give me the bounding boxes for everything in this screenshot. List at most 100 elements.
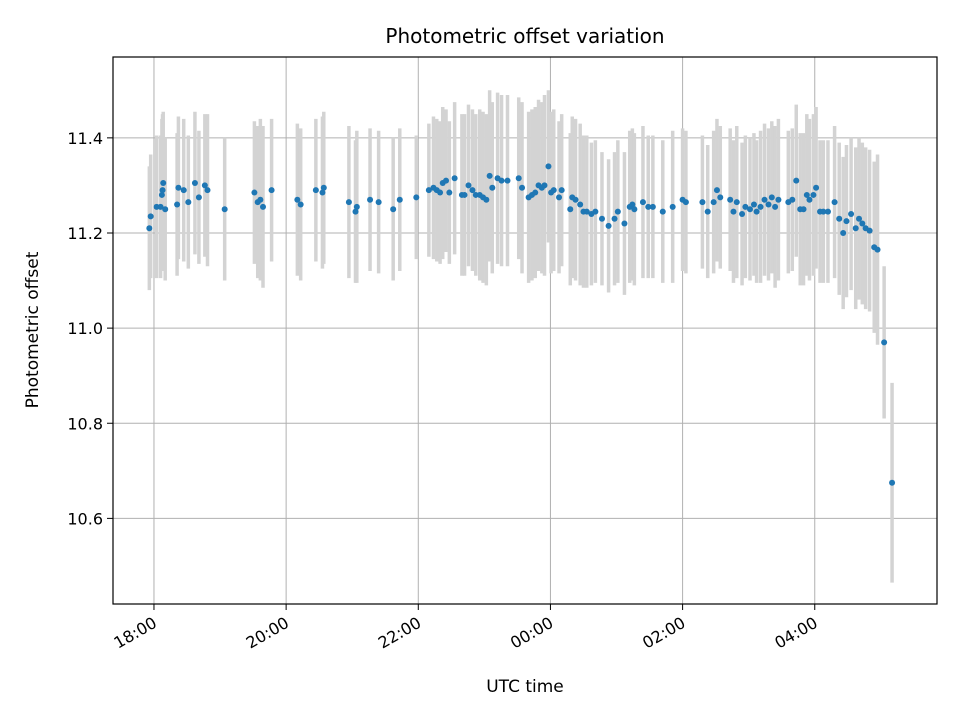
data-point [699,199,706,206]
data-point [772,203,779,210]
data-point [425,187,432,194]
data-point [848,210,855,217]
data-point [556,194,563,201]
y-tick-label: 11.2 [67,224,103,243]
data-point [820,208,827,215]
data-point [259,203,266,210]
data-point [856,215,863,222]
data-point [577,201,584,208]
data-point [446,189,453,196]
data-point [730,208,737,215]
data-point [545,163,552,170]
data-point [831,199,838,206]
data-point [717,194,724,201]
data-point [221,206,228,213]
data-point [519,184,526,191]
data-point [881,339,888,346]
data-point [710,199,717,206]
data-point [353,203,360,210]
data-point [160,180,167,187]
data-point [158,191,165,198]
data-point [185,199,192,206]
data-point [195,194,202,201]
data-point [621,220,628,227]
data-point [889,479,896,486]
data-point [742,203,749,210]
data-point [649,203,656,210]
error-bars [147,90,894,583]
y-tick-label: 11.0 [67,319,103,338]
data-point [515,175,522,182]
x-axis: 18:00 20:00 22:00 00:00 02:00 04:00 [111,604,821,653]
data-point [469,187,476,194]
data-point [567,206,574,213]
data-point [704,208,711,215]
data-point [352,208,359,215]
data-point [201,182,208,189]
x-tick-label: 00:00 [507,613,556,653]
data-point [319,189,326,196]
data-point [592,208,599,215]
data-point [461,191,468,198]
data-point [486,172,493,179]
data-point [645,203,652,210]
data-point [204,187,211,194]
data-point [443,177,450,184]
data-point [659,208,666,215]
data-point [629,201,636,208]
data-point [550,187,557,194]
data-point [746,206,753,213]
data-point [489,184,496,191]
data-point [541,182,548,189]
data-point [320,184,327,191]
data-point [793,177,800,184]
x-tick-label: 02:00 [639,613,688,653]
x-tick-label: 20:00 [243,613,292,653]
data-point [157,203,164,210]
y-axis-label: Photometric offset [23,251,43,408]
data-point [605,222,612,229]
data-point [800,206,807,213]
data-point [806,196,813,203]
data-point [251,189,258,196]
y-tick-label: 10.8 [67,414,103,433]
x-tick-label: 22:00 [375,613,424,653]
data-point [180,187,187,194]
data-point [162,206,169,213]
data-point [191,180,198,187]
data-point [761,196,768,203]
y-axis: 10.6 10.8 11.0 11.2 11.4 [67,129,113,528]
data-point [598,215,605,222]
data-point [297,201,304,208]
data-point [413,194,420,201]
data-point [843,218,850,225]
y-tick-label: 10.6 [67,509,103,528]
x-tick-label: 04:00 [771,613,820,653]
data-point [866,227,873,234]
data-point [874,246,881,253]
data-point [611,215,618,222]
data-point [396,196,403,203]
data-point [451,175,458,182]
data-point [803,191,810,198]
data-point [750,201,757,208]
data-point [727,196,734,203]
data-point [375,199,382,206]
data-points [146,163,896,486]
data-point [532,189,539,196]
data-point [810,191,817,198]
data-point [572,196,579,203]
data-point [733,199,740,206]
data-point [159,187,166,194]
data-point [257,196,264,203]
data-point [147,213,154,220]
data-point [713,187,720,194]
data-point [146,225,153,232]
data-point [765,201,772,208]
data-point [669,203,676,210]
data-point [852,225,859,232]
data-point [483,196,490,203]
data-point [175,184,182,191]
data-point [739,210,746,217]
